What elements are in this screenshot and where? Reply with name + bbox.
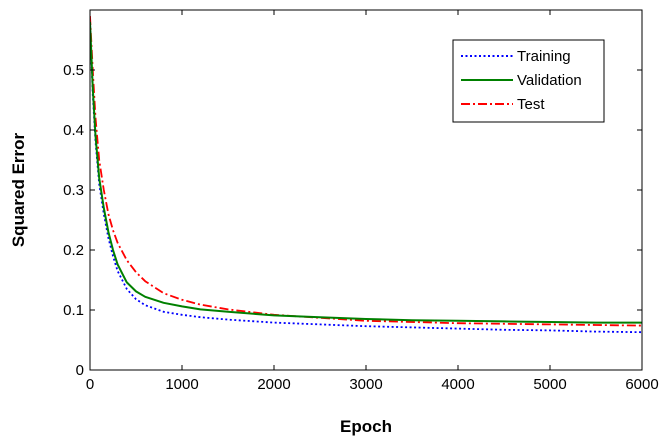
x-tick-label: 3000 xyxy=(349,376,382,393)
plot-area xyxy=(90,15,642,334)
y-tick-label: 0.1 xyxy=(63,302,84,319)
axes xyxy=(89,9,643,371)
legend-label-validation: Validation xyxy=(517,72,582,89)
y-tick-label: 0.5 xyxy=(63,62,84,79)
y-tick-label: 0 xyxy=(76,362,84,379)
series-line-training xyxy=(90,21,642,334)
legend-label-training: Training xyxy=(517,48,571,65)
legend: Training Validation Test xyxy=(452,39,605,123)
legend-label-test: Test xyxy=(517,96,545,113)
x-tick-label: 4000 xyxy=(441,376,474,393)
x-tick-label: 5000 xyxy=(533,376,566,393)
y-tick-label: 0.4 xyxy=(63,122,84,139)
y-tick-label: 0.2 xyxy=(63,242,84,259)
x-tick-label: 1000 xyxy=(165,376,198,393)
x-tick-label: 0 xyxy=(86,376,94,393)
y-tick-label: 0.3 xyxy=(63,182,84,199)
x-tick-label: 6000 xyxy=(625,376,658,393)
x-tick-label: 2000 xyxy=(257,376,290,393)
tick-labels: 0 1000 2000 3000 4000 5000 6000 0 0.1 0.2 0.3 0.4 0.… xyxy=(63,62,659,393)
series-line-test xyxy=(90,15,642,327)
x-axis-label: Epoch xyxy=(340,417,392,436)
series-line-validation xyxy=(90,21,642,324)
y-axis-label: Squared Error xyxy=(9,132,28,247)
